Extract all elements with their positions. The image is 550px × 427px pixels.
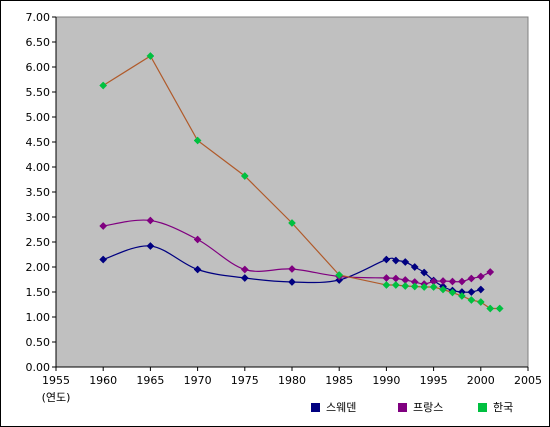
- data-point: [467, 274, 476, 283]
- y-tick-label: 5.50: [26, 86, 51, 99]
- data-point: [240, 265, 249, 274]
- legend-label: 프랑스: [413, 401, 443, 414]
- x-tick-label: 1955: [42, 374, 70, 387]
- x-tick-label: 1965: [136, 374, 164, 387]
- data-point: [467, 288, 476, 296]
- y-tick-label: 5.00: [26, 111, 51, 124]
- data-point: [448, 288, 457, 297]
- data-point: [486, 304, 495, 313]
- y-tick-label: 0.00: [26, 361, 51, 374]
- data-point: [193, 265, 202, 274]
- y-tick-label: 4.00: [26, 161, 51, 174]
- y-tick-label: 1.00: [26, 311, 51, 324]
- data-point: [476, 298, 485, 306]
- data-point: [457, 292, 466, 300]
- data-point: [439, 285, 447, 294]
- data-point: [401, 258, 410, 266]
- data-point: [476, 272, 485, 281]
- data-point: [495, 304, 504, 313]
- legend: 스웨덴 프랑스 한국: [311, 401, 513, 414]
- y-tick-label: 1.50: [26, 286, 51, 299]
- x-tick-label: 1960: [89, 374, 117, 387]
- y-tick-label: 6.50: [26, 36, 51, 49]
- data-point: [146, 242, 155, 250]
- legend-swatch: [478, 403, 487, 412]
- y-tick-label: 3.50: [26, 186, 51, 199]
- data-point: [193, 235, 202, 244]
- data-point: [401, 282, 410, 290]
- data-point: [193, 136, 202, 145]
- series-2: [99, 52, 504, 313]
- x-tick-label: 2000: [467, 374, 495, 387]
- x-tick-label: 1975: [231, 374, 259, 387]
- y-tick-label: 7.00: [26, 11, 51, 24]
- data-point: [288, 278, 296, 286]
- data-point: [240, 274, 249, 282]
- data-point: [486, 268, 495, 276]
- y-axis: 0.00 0.50 1.00 1.50 2.00 2.50 3.00 3.50 4.00 4.50…: [26, 11, 57, 374]
- data-point: [382, 255, 391, 264]
- data-point: [439, 277, 447, 285]
- data-point: [335, 271, 344, 279]
- x-tick-label: 1990: [372, 374, 400, 387]
- legend-label: 한국: [493, 401, 513, 414]
- legend-label: 스웨덴: [326, 401, 356, 414]
- legend-entry: 한국: [478, 401, 513, 414]
- x-tick-label: 1985: [325, 374, 353, 387]
- data-point: [429, 283, 438, 291]
- data-point: [391, 281, 400, 289]
- data-point: [448, 277, 457, 286]
- data-point: [99, 222, 108, 230]
- x-axis: 1955 1960 1965 1970 1975 1980 1985 1990 1995 2000…: [42, 366, 542, 387]
- data-point: [382, 281, 391, 289]
- data-point: [391, 256, 400, 265]
- y-tick-label: 4.50: [26, 136, 51, 149]
- x-tick-label: 1970: [184, 374, 212, 387]
- x-tick-label: 1980: [278, 374, 306, 387]
- data-point: [288, 219, 296, 227]
- legend-swatch: [311, 403, 320, 412]
- y-tick-label: 0.50: [26, 336, 51, 349]
- data-point: [420, 283, 429, 291]
- data-point: [467, 296, 476, 304]
- x-tick-label: 1995: [420, 374, 448, 387]
- data-point: [410, 263, 419, 271]
- x-axis-label: (연도): [42, 391, 71, 404]
- data-point: [457, 277, 466, 286]
- y-tick-label: 2.50: [26, 236, 51, 249]
- data-point: [288, 265, 296, 273]
- data-point: [146, 216, 155, 225]
- data-point: [476, 285, 485, 294]
- data-point: [99, 81, 108, 90]
- y-tick-label: 6.00: [26, 61, 51, 74]
- legend-entry: 프랑스: [398, 401, 443, 414]
- plot-area: [55, 16, 529, 368]
- data-point: [420, 268, 429, 277]
- y-tick-label: 3.00: [26, 211, 51, 224]
- x-tick-label: 2005: [514, 374, 542, 387]
- data-point: [99, 255, 108, 264]
- series-layer: [99, 52, 504, 313]
- data-point: [146, 52, 155, 60]
- legend-swatch: [398, 403, 407, 412]
- data-point: [240, 172, 249, 180]
- data-point: [410, 282, 419, 291]
- legend-entry: 스웨덴: [311, 401, 356, 414]
- y-tick-label: 2.00: [26, 261, 51, 274]
